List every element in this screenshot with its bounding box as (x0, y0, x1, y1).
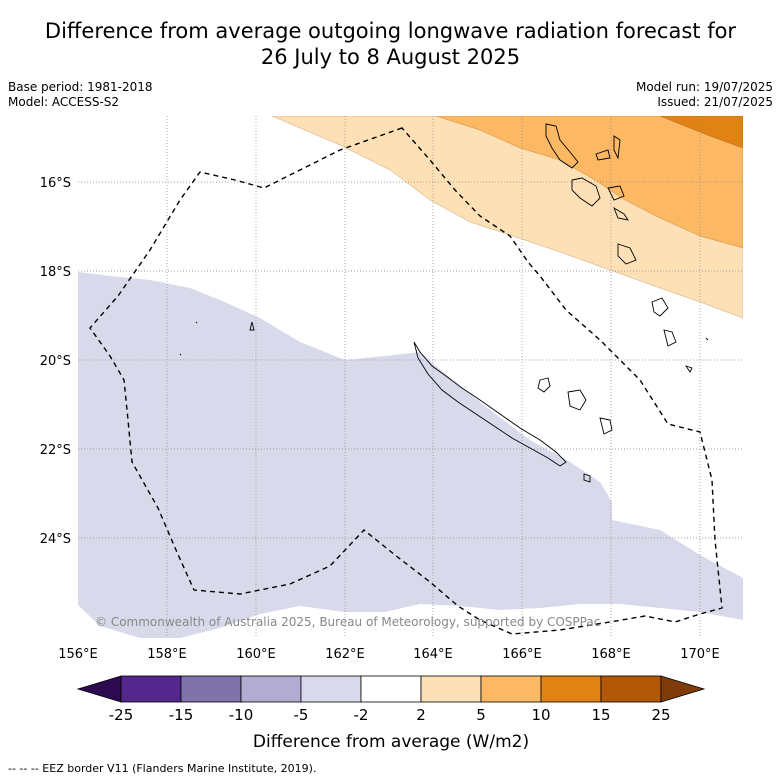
new-caledonia-island (413, 341, 567, 467)
lon-label: 166°E (502, 647, 542, 662)
model-run: Model run: 19/07/2025 (635, 80, 773, 94)
lat-label: 18°S (40, 265, 71, 280)
map-area (78, 116, 743, 638)
colorbar-segment (540, 675, 602, 703)
colorbar-min-extension (76, 675, 122, 703)
meta-left: Base period: 1981-2018 Model: ACCESS-S2 (8, 80, 153, 110)
colorbar-segment (120, 675, 182, 703)
eez-footnote: -- -- -- EEZ border V11 (Flanders Marine… (8, 762, 317, 775)
colorbar-tick: -25 (109, 706, 134, 724)
colorbar-segment (360, 675, 422, 703)
eez-border (89, 127, 723, 635)
anomaly-band-neg-2-5 (78, 272, 743, 638)
colorbar-max-extension (660, 675, 706, 703)
colorbar (76, 675, 706, 703)
colorbar-tick: 5 (476, 706, 486, 724)
colorbar-tick: 2 (416, 706, 426, 724)
colorbar-ticks: -25 -15 -10 -5 -2 2 5 10 15 25 (109, 706, 671, 724)
loyalty-islands (537, 377, 613, 435)
base-period: Base period: 1981-2018 (8, 80, 153, 94)
lon-label: 170°E (680, 647, 720, 662)
colorbar-segment (600, 675, 662, 703)
anomaly-band-5-10 (435, 116, 743, 249)
issued-date: Issued: 21/07/2025 (657, 95, 773, 109)
latitude-labels: 16°S 18°S 20°S 22°S 24°S (40, 176, 71, 547)
model-name: Model: ACCESS-S2 (8, 95, 120, 109)
meta-right: Model run: 19/07/2025 Issued: 21/07/2025 (636, 80, 773, 110)
colorbar-tick: 10 (531, 706, 550, 724)
colorbar-segment (300, 675, 362, 703)
lon-label: 168°E (591, 647, 631, 662)
colorbar-label: Difference from average (W/m2) (253, 732, 529, 752)
colorbar-tick: -2 (354, 706, 369, 724)
title-line-1: Difference from average outgoing longwav… (44, 19, 737, 43)
graticule (78, 116, 743, 638)
lon-label: 156°E (58, 647, 98, 662)
colorbar-segment (480, 675, 542, 703)
colorbar-segment (180, 675, 242, 703)
longitude-labels: 156°E 158°E 160°E 162°E 164°E 166°E 168°… (58, 647, 720, 662)
colorbar-tick: 25 (651, 706, 670, 724)
colorbar-tick: -10 (229, 706, 254, 724)
coastlines (179, 123, 709, 483)
lat-label: 24°S (40, 532, 71, 547)
lon-label: 162°E (325, 647, 365, 662)
southern-islands (583, 297, 693, 483)
lat-label: 22°S (40, 443, 71, 458)
colorbar-tick: -5 (294, 706, 309, 724)
lon-label: 158°E (147, 647, 187, 662)
lat-label: 20°S (40, 354, 71, 369)
title-line-2: 26 July to 8 August 2025 (260, 45, 521, 69)
colorbar-tick: 15 (591, 706, 610, 724)
lat-label: 16°S (40, 176, 71, 191)
colorbar-segment (240, 675, 302, 703)
small-islets (179, 321, 709, 356)
colorbar-segment (420, 675, 482, 703)
vanuatu-islands (545, 123, 637, 265)
map-title: Difference from average outgoing longwav… (0, 18, 781, 70)
lon-label: 160°E (236, 647, 276, 662)
colorbar-tick: -15 (169, 706, 194, 724)
anomaly-band-10-15 (659, 116, 743, 149)
copyright-notice: © Commonwealth of Australia 2025, Bureau… (95, 615, 600, 629)
lon-label: 164°E (413, 647, 453, 662)
